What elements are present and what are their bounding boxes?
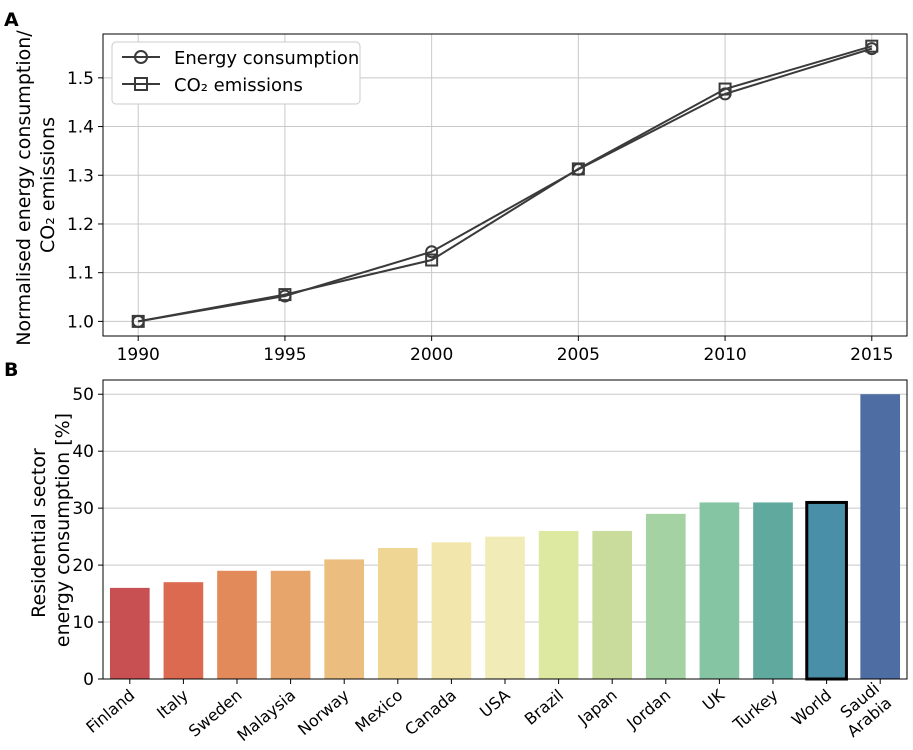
bar-mexico — [377, 548, 418, 679]
y-tick-label: 1.2 — [67, 215, 94, 235]
bar-canada — [431, 542, 472, 679]
point-co2 — [425, 253, 439, 267]
point-energy — [425, 245, 439, 259]
bar-saudi-arabia — [860, 394, 901, 679]
point-co2 — [278, 288, 292, 302]
legend-label-co2: CO₂ emissions — [174, 75, 303, 96]
bar-brazil — [538, 530, 579, 679]
series-lines-a — [138, 45, 873, 323]
legend-label-energy: Energy consumption — [174, 48, 359, 69]
x-tick-label: Japan — [574, 686, 621, 730]
panel-label-b: B — [4, 359, 18, 381]
x-tick-label: USA — [476, 685, 514, 721]
y-tick-label: 1.5 — [67, 69, 94, 89]
bar-usa — [485, 536, 525, 679]
panel-b: B Finland ItalySwedenMalaysiaNorwayMexico… — [4, 359, 908, 745]
y-axis-label-b: Residential sector energy consumption [%… — [28, 413, 74, 647]
bar-japan — [592, 530, 633, 679]
x-tick-label: Turkey — [729, 686, 782, 735]
x-tick-label: Finland — [82, 686, 138, 737]
y-tick-label: 40 — [72, 442, 94, 462]
legend-marker-square — [134, 77, 148, 91]
x-tick-label: 1995 — [263, 345, 306, 365]
bar-jordan — [645, 513, 686, 679]
legend-a: Energy consumption CO₂ emissions — [111, 41, 361, 105]
bar-italy — [163, 582, 204, 679]
y-axis-label-a-line2: CO₂ emissions — [37, 117, 59, 253]
x-tick-label: 2005 — [557, 345, 600, 365]
y-tick-label: 1.4 — [67, 118, 94, 138]
point-co2 — [131, 314, 145, 328]
bar-turkey — [753, 502, 793, 679]
bar-norway — [324, 559, 365, 679]
x-tick-label: 2000 — [410, 345, 453, 365]
x-ticks-b: Finland ItalySwedenMalaysiaNorwayMexicoCa… — [82, 679, 895, 745]
legend-box — [111, 41, 361, 105]
series-line-co2 — [138, 45, 873, 323]
y-tick-label: 30 — [72, 499, 94, 519]
y-axis-label-b-line2: energy consumption [%] — [52, 413, 74, 647]
bar-finland — [109, 587, 150, 679]
point-co2 — [718, 82, 732, 96]
bar-sweden — [217, 570, 257, 679]
bar-uk — [699, 502, 740, 679]
series-line-energy — [138, 47, 873, 323]
point-co2 — [571, 162, 585, 176]
y-axis-label-a-line1: Normalised energy consumption/ — [13, 30, 35, 346]
x-tick-label: 2010 — [703, 345, 746, 365]
x-tick-label: World — [788, 686, 835, 730]
legend-marker-circle — [134, 50, 148, 64]
y-axis-label-a: Normalised energy consumption/ CO₂ emiss… — [13, 24, 59, 345]
x-tick-label: Brazil — [521, 686, 567, 729]
y-tick-label: 1.0 — [67, 312, 94, 332]
x-tick-label: Jordan — [622, 686, 674, 734]
x-tick-label: UK — [699, 685, 729, 714]
point-co2 — [865, 39, 879, 53]
plot-frame-a — [102, 33, 908, 337]
y-tick-label: 20 — [72, 556, 94, 576]
x-ticks-a: 1990 1995 2000 2005 2010 2015 — [117, 336, 893, 365]
y-tick-label: 1.3 — [67, 166, 94, 186]
x-tick-label: Norway — [294, 686, 353, 740]
y-ticks-b: 0 10 20 30 40 50 — [72, 385, 103, 690]
x-tick-label: 1990 — [117, 345, 160, 365]
bar-world — [805, 500, 848, 681]
y-tick-label: 0 — [83, 670, 94, 690]
series-markers-a — [131, 39, 879, 328]
y-tick-label: 10 — [72, 613, 94, 633]
y-tick-label: 1.1 — [67, 264, 94, 284]
y-tick-label: 50 — [72, 385, 94, 405]
bars-b — [109, 394, 901, 681]
x-tick-label: 2015 — [850, 345, 893, 365]
bar-malaysia — [270, 570, 311, 679]
panel-a: A 1990 1995 2000 2005 2010 2015 1.01.11.21.31… — [4, 9, 908, 365]
x-tick-label: SaudiArabia — [831, 679, 895, 741]
x-tick-label: Italy — [153, 686, 192, 723]
x-tick-label: Malaysia — [233, 686, 299, 745]
panel-label-a: A — [4, 9, 19, 31]
y-axis-label-b-line1: Residential sector — [28, 448, 50, 618]
y-ticks-a: 1.0 1.1 1.2 1.3 1.4 1.5 — [67, 69, 103, 332]
x-tick-label: Canada — [401, 686, 460, 740]
x-tick-label: Mexico — [351, 686, 406, 736]
